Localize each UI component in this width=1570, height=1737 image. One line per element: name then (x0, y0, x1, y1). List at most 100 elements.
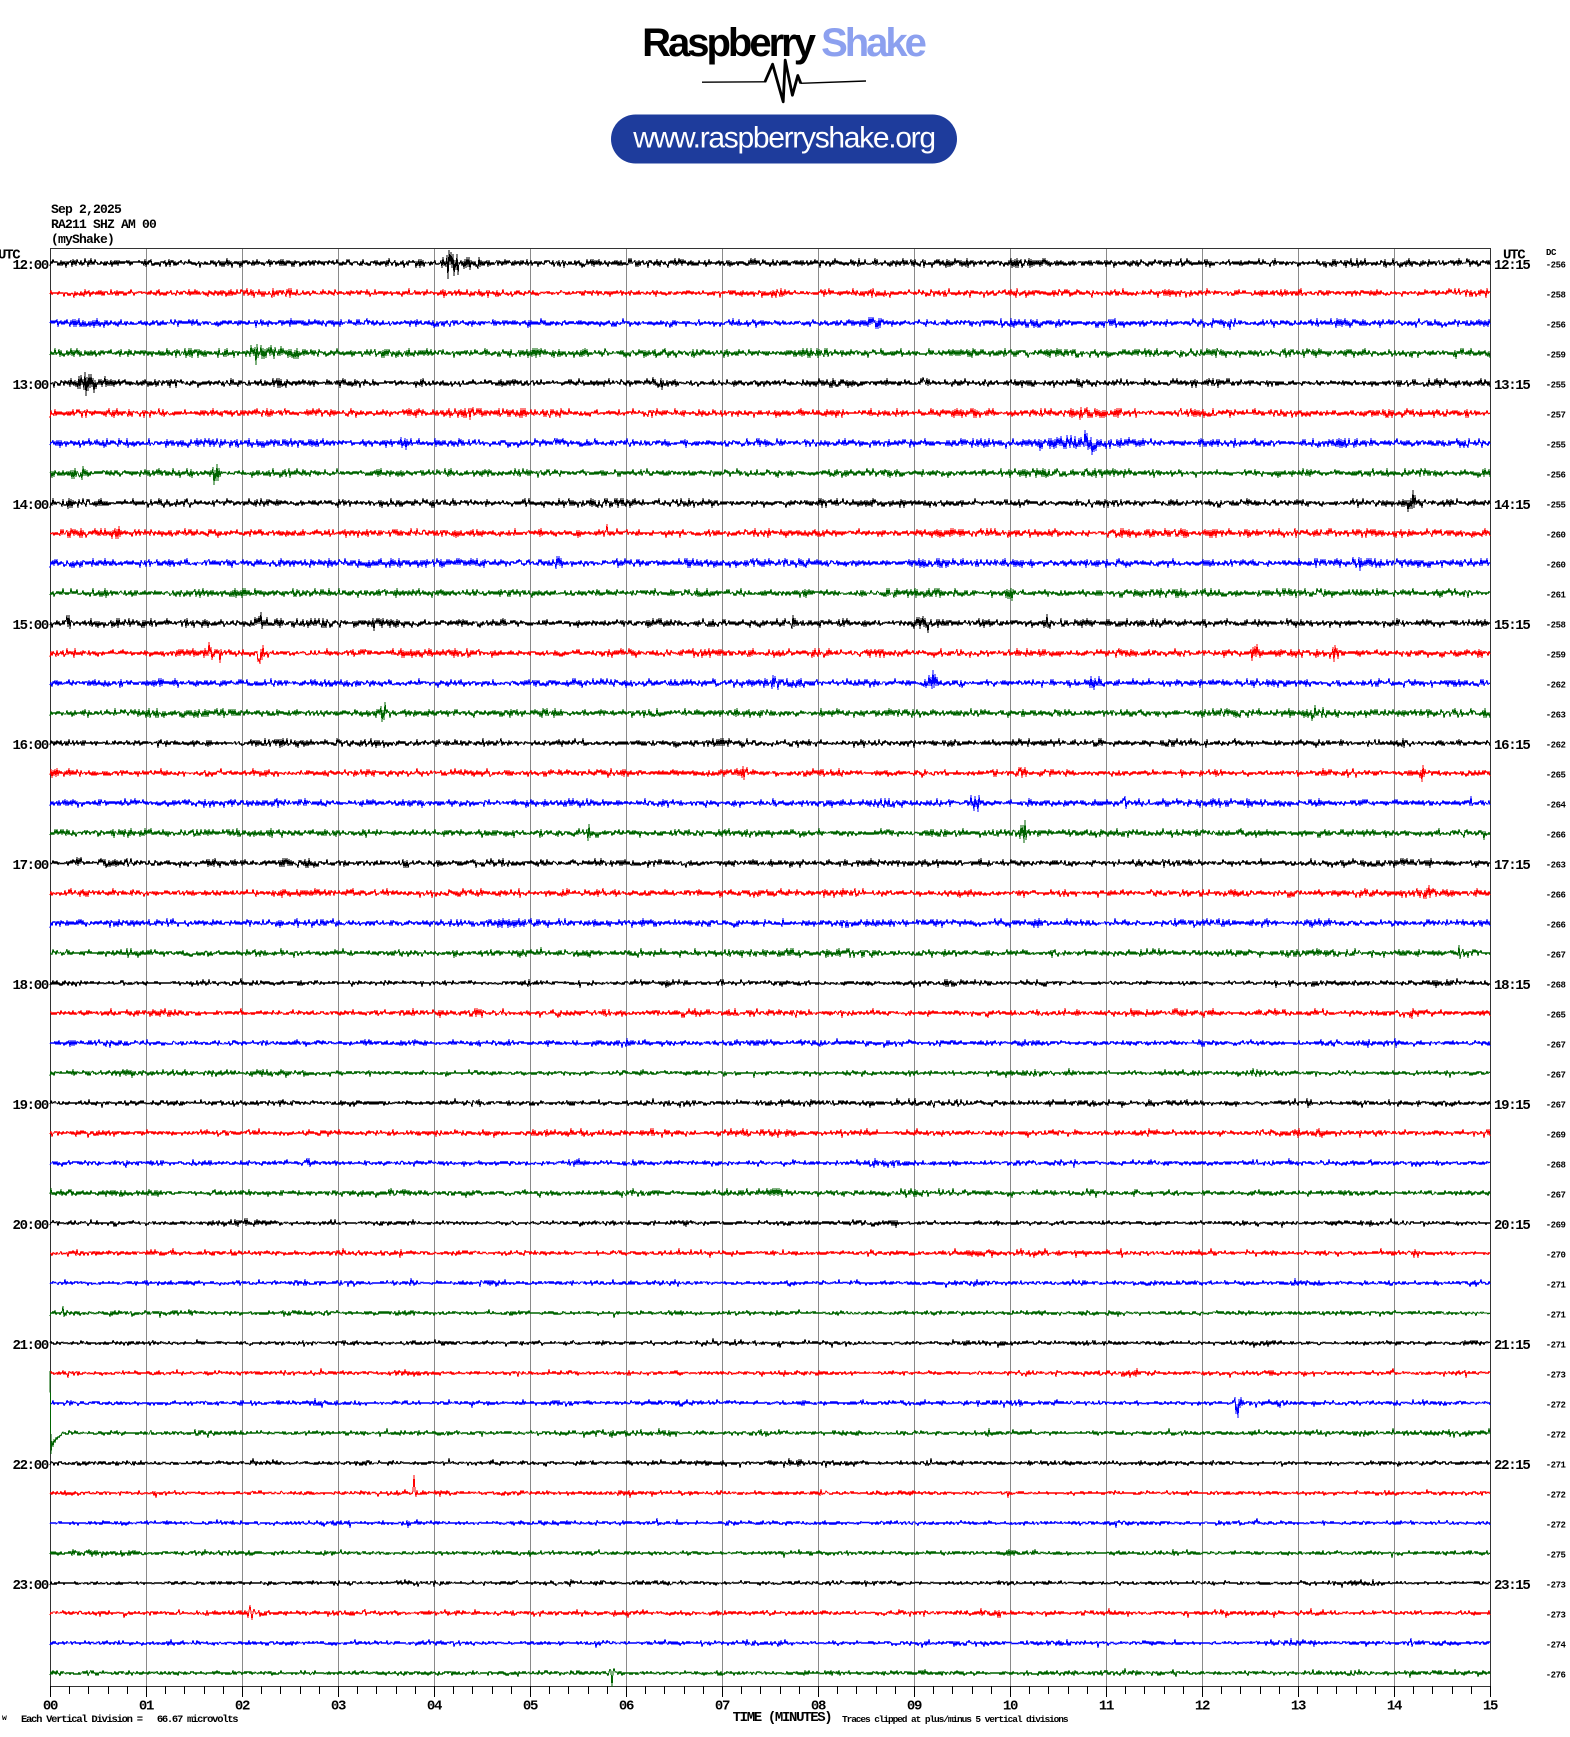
svg-text:-273: -273 (1546, 1581, 1566, 1591)
svg-text:23:15: 23:15 (1494, 1578, 1530, 1594)
svg-text:04: 04 (427, 1699, 442, 1715)
svg-text:-272: -272 (1546, 1431, 1566, 1441)
svg-text:20:15: 20:15 (1494, 1218, 1530, 1234)
svg-text:-255: -255 (1546, 381, 1566, 391)
svg-text:-258: -258 (1546, 621, 1566, 631)
svg-text:-274: -274 (1546, 1641, 1567, 1651)
svg-text:-261: -261 (1546, 591, 1567, 601)
svg-text:Raspberry Shake: Raspberry Shake (642, 21, 926, 65)
svg-text:-255: -255 (1546, 501, 1566, 511)
svg-text:-271: -271 (1546, 1311, 1567, 1321)
svg-text:-265: -265 (1546, 771, 1566, 781)
svg-text:Traces clipped at plus/minus 5: Traces clipped at plus/minus 5 vertical … (842, 1714, 1069, 1725)
svg-text:-259: -259 (1546, 651, 1566, 661)
svg-text:-267: -267 (1546, 1101, 1566, 1111)
svg-text:-272: -272 (1546, 1401, 1566, 1411)
svg-text:-264: -264 (1546, 801, 1567, 811)
svg-text:RA211 SHZ AM 00: RA211 SHZ AM 00 (51, 217, 157, 232)
svg-text:15:15: 15:15 (1494, 618, 1530, 634)
svg-text:12:00: 12:00 (12, 258, 48, 274)
svg-text:-267: -267 (1546, 1071, 1566, 1081)
svg-text:11: 11 (1099, 1699, 1114, 1715)
svg-text:w: w (2, 1714, 7, 1723)
svg-text:13: 13 (1291, 1699, 1306, 1715)
svg-text:15:00: 15:00 (12, 618, 48, 634)
svg-text:22:15: 22:15 (1494, 1458, 1530, 1474)
svg-text:-262: -262 (1546, 681, 1566, 691)
svg-text:Sep 2,2025: Sep 2,2025 (51, 202, 122, 217)
svg-text:-271: -271 (1546, 1341, 1567, 1351)
svg-text:-267: -267 (1546, 951, 1566, 961)
svg-text:02: 02 (235, 1699, 250, 1715)
svg-text:-266: -266 (1546, 891, 1566, 901)
svg-text:-255: -255 (1546, 441, 1566, 451)
svg-text:-263: -263 (1546, 711, 1566, 721)
svg-text:-266: -266 (1546, 921, 1566, 931)
svg-text:06: 06 (619, 1699, 634, 1715)
svg-text:-268: -268 (1546, 1161, 1566, 1171)
svg-text:TIME (MINUTES): TIME (MINUTES) (733, 1710, 832, 1726)
svg-text:19:00: 19:00 (12, 1098, 48, 1114)
svg-text:-263: -263 (1546, 861, 1566, 871)
svg-text:DC: DC (1546, 248, 1557, 258)
svg-text:08: 08 (811, 1699, 826, 1715)
svg-text:14:15: 14:15 (1494, 498, 1530, 514)
svg-text:-276: -276 (1546, 1671, 1566, 1681)
svg-text:-267: -267 (1546, 1041, 1566, 1051)
svg-text:-268: -268 (1546, 981, 1566, 991)
svg-text:23:00: 23:00 (12, 1578, 48, 1594)
svg-text:-258: -258 (1546, 291, 1566, 301)
svg-text:-270: -270 (1546, 1251, 1566, 1261)
svg-text:15: 15 (1483, 1699, 1498, 1715)
svg-text:-272: -272 (1546, 1521, 1566, 1531)
svg-text:12: 12 (1195, 1699, 1210, 1715)
svg-text:-262: -262 (1546, 741, 1566, 751)
svg-text:-266: -266 (1546, 831, 1566, 841)
svg-text:-260: -260 (1546, 531, 1566, 541)
svg-text:-256: -256 (1546, 321, 1566, 331)
svg-text:-257: -257 (1546, 411, 1566, 421)
svg-text:16:15: 16:15 (1494, 738, 1530, 754)
svg-text:19:15: 19:15 (1494, 1098, 1530, 1114)
svg-text:-259: -259 (1546, 351, 1566, 361)
svg-text:-273: -273 (1546, 1611, 1566, 1621)
svg-text:-256: -256 (1546, 261, 1566, 271)
svg-text:09: 09 (907, 1699, 922, 1715)
svg-text:14:00: 14:00 (12, 498, 48, 514)
svg-text:-269: -269 (1546, 1221, 1566, 1231)
svg-text:(myShake): (myShake) (51, 232, 114, 247)
svg-text:www.raspberryshake.org: www.raspberryshake.org (632, 122, 935, 155)
svg-text:03: 03 (331, 1699, 346, 1715)
svg-text:-267: -267 (1546, 1191, 1566, 1201)
svg-text:16:00: 16:00 (12, 738, 48, 754)
svg-text:07: 07 (715, 1699, 730, 1715)
svg-text:22:00: 22:00 (12, 1458, 48, 1474)
svg-text:-260: -260 (1546, 561, 1566, 571)
svg-text:17:00: 17:00 (12, 858, 48, 874)
svg-text:Each Vertical Division = 66.: Each Vertical Division = 66.67 microvolt… (21, 1714, 238, 1726)
svg-text:10: 10 (1003, 1699, 1018, 1715)
svg-text:-265: -265 (1546, 1011, 1566, 1021)
svg-text:13:15: 13:15 (1494, 378, 1530, 394)
svg-text:01: 01 (139, 1699, 154, 1715)
svg-text:18:00: 18:00 (12, 978, 48, 994)
svg-text:-272: -272 (1546, 1491, 1566, 1501)
svg-text:-269: -269 (1546, 1131, 1566, 1141)
svg-text:-275: -275 (1546, 1551, 1566, 1561)
svg-text:21:00: 21:00 (12, 1338, 48, 1354)
svg-text:-271: -271 (1546, 1281, 1567, 1291)
svg-text:14: 14 (1387, 1699, 1402, 1715)
svg-text:00: 00 (43, 1699, 58, 1715)
svg-text:-271: -271 (1546, 1461, 1567, 1471)
svg-text:UTC: UTC (1503, 248, 1526, 264)
svg-text:21:15: 21:15 (1494, 1338, 1530, 1354)
svg-text:05: 05 (523, 1699, 538, 1715)
svg-text:13:00: 13:00 (12, 378, 48, 394)
svg-text:20:00: 20:00 (12, 1218, 48, 1234)
svg-text:18:15: 18:15 (1494, 978, 1530, 994)
svg-text:-256: -256 (1546, 471, 1566, 481)
svg-text:-273: -273 (1546, 1371, 1566, 1381)
svg-text:12:15: 12:15 (1494, 258, 1530, 274)
svg-text:UTC: UTC (0, 248, 21, 264)
svg-text:17:15: 17:15 (1494, 858, 1530, 874)
